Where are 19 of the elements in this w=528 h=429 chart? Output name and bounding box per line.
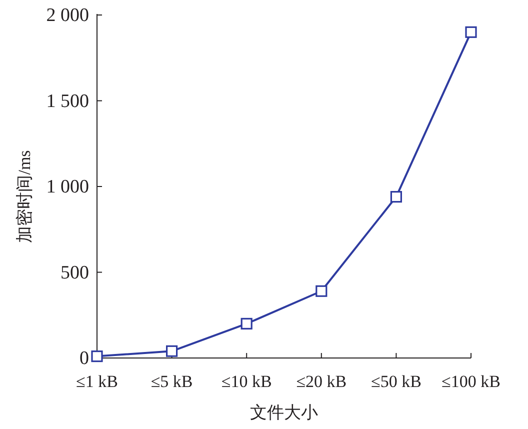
point	[316, 285, 328, 297]
y-tick-label: 500	[60, 262, 89, 284]
x-tick-label: ≤100 kB	[442, 372, 500, 391]
point	[465, 26, 477, 38]
x-tick-label: ≤1 kB	[76, 372, 118, 391]
x-tick-label: ≤50 kB	[370, 372, 422, 391]
y-axis-title: 加密时间/ms	[15, 150, 34, 243]
y-tick-label: 1 500	[46, 90, 89, 112]
point	[240, 318, 252, 330]
x-tick-label: ≤10 kB	[221, 372, 272, 391]
point	[166, 345, 178, 357]
point	[390, 190, 402, 203]
x-tick-label: ≤20 kB	[296, 372, 347, 391]
point	[91, 350, 103, 362]
x-tick-label: ≤5 kB	[150, 372, 193, 391]
x-axis-title: 文件大小	[250, 403, 318, 422]
y-tick-label: 2 000	[46, 5, 89, 26]
y-tick-label: 1 000	[46, 176, 89, 198]
y-tick-label: 0	[80, 348, 89, 369]
